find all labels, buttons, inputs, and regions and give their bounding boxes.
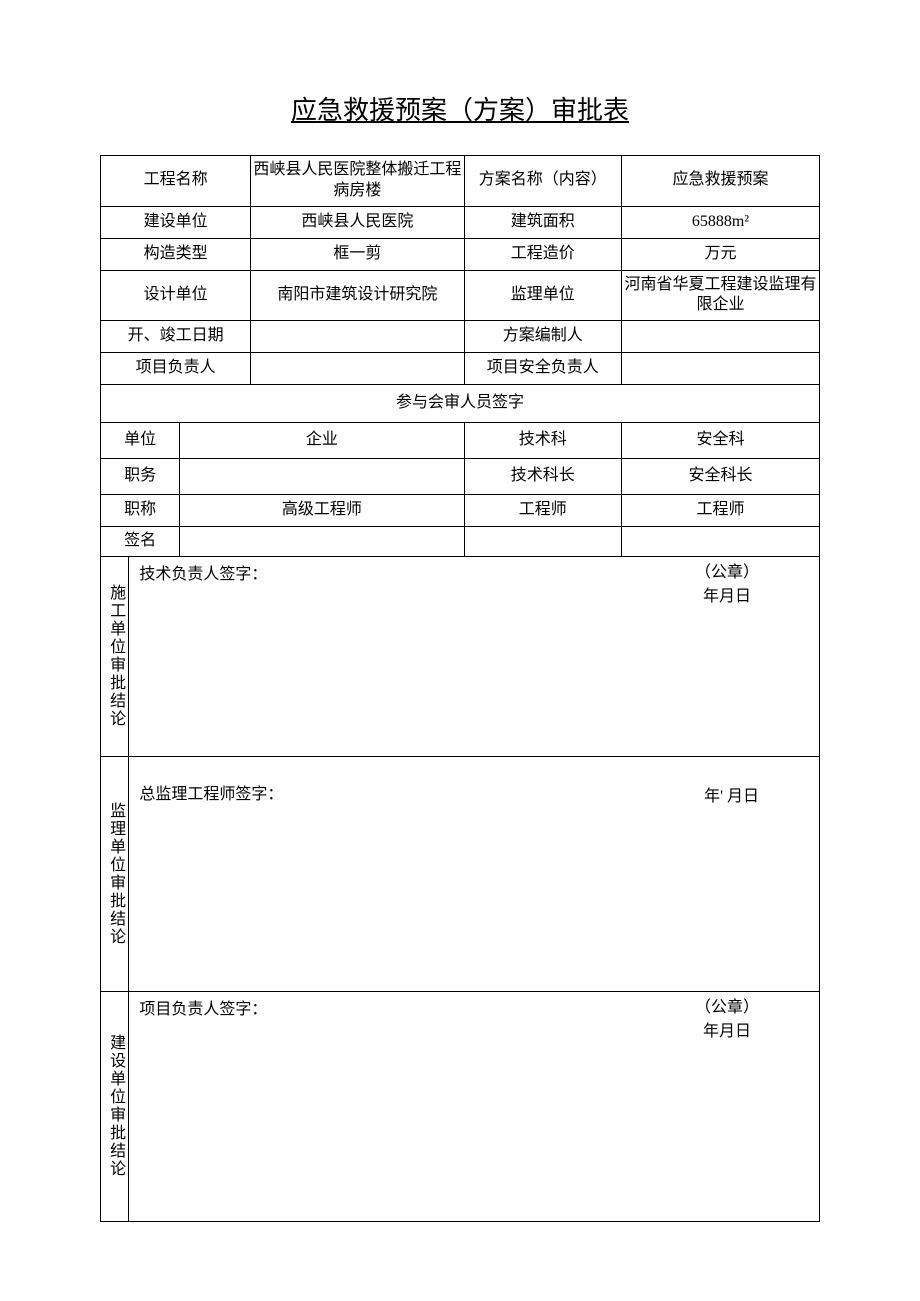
- value-unit-tech: 技术科: [464, 423, 621, 459]
- label-project-name: 工程名称: [101, 156, 251, 207]
- tech-sign-label: 技术负责人签字：: [139, 565, 267, 586]
- date-text: 年月日: [695, 1020, 759, 1044]
- value-plan-name: 应急救援预案: [621, 156, 819, 207]
- value-struct-type: 框一剪: [251, 238, 464, 270]
- stamp-text: （公章）: [695, 561, 759, 585]
- value-safety: [621, 353, 819, 385]
- construction-approval-label: 施工单位审批结论: [101, 556, 129, 756]
- value-position-tech: 技术科长: [464, 459, 621, 495]
- owner-approval-label: 建设单位审批结论: [101, 991, 129, 1221]
- label-unit: 单位: [101, 423, 180, 459]
- label-designer: 设计单位: [101, 270, 251, 321]
- approval-table: 工程名称 西峡县人民医院整体搬迁工程病房楼 方案名称（内容） 应急救援预案 建设…: [100, 155, 820, 1222]
- table-row: 设计单位 南阳市建筑设计研究院 监理单位 河南省华夏工程建设监理有限企业: [101, 270, 820, 321]
- value-title-company: 高级工程师: [180, 495, 464, 527]
- value-unit-company: 企业: [180, 423, 464, 459]
- value-sign-safety: [621, 527, 819, 557]
- table-row: 建设单位 西峡县人民医院 建筑面积 65888m²: [101, 206, 820, 238]
- stamp-block: 年' 月日: [704, 785, 759, 809]
- value-position-company: [180, 459, 464, 495]
- label-safety: 项目安全负责人: [464, 353, 621, 385]
- table-row: 建设单位审批结论 项目负责人签字： （公章） 年月日: [101, 991, 820, 1221]
- table-row: 监理单位审批结论 总监理工程师签字： 年' 月日: [101, 756, 820, 991]
- label-compiler: 方案编制人: [464, 321, 621, 353]
- date-text: 年' 月日: [704, 785, 759, 809]
- page-title: 应急救援预案（方案）审批表: [100, 90, 820, 127]
- table-row: 项目负责人 项目安全负责人: [101, 353, 820, 385]
- value-position-safety: 安全科长: [621, 459, 819, 495]
- table-row: 参与会审人员签字: [101, 385, 820, 423]
- value-supervisor: 河南省华夏工程建设监理有限企业: [621, 270, 819, 321]
- label-supervisor: 监理单位: [464, 270, 621, 321]
- supervision-approval-body: 总监理工程师签字： 年' 月日: [129, 756, 820, 991]
- label-plan-name: 方案名称（内容）: [464, 156, 621, 207]
- value-unit-safety: 安全科: [621, 423, 819, 459]
- value-sign-company: [180, 527, 464, 557]
- table-row: 开、竣工日期 方案编制人: [101, 321, 820, 353]
- value-compiler: [621, 321, 819, 353]
- date-text: 年月日: [695, 585, 759, 609]
- stamp-block: （公章） 年月日: [695, 996, 759, 1044]
- value-area: 65888m²: [621, 206, 819, 238]
- value-designer: 南阳市建筑设计研究院: [251, 270, 464, 321]
- label-position: 职务: [101, 459, 180, 495]
- section-header: 参与会审人员签字: [101, 385, 820, 423]
- table-row: 施工单位审批结论 技术负责人签字： （公章） 年月日: [101, 556, 820, 756]
- owner-approval-body: 项目负责人签字： （公章） 年月日: [129, 991, 820, 1221]
- label-owner: 建设单位: [101, 206, 251, 238]
- value-dates: [251, 321, 464, 353]
- table-row: 职称 高级工程师 工程师 工程师: [101, 495, 820, 527]
- label-area: 建筑面积: [464, 206, 621, 238]
- construction-approval-body: 技术负责人签字： （公章） 年月日: [129, 556, 820, 756]
- value-owner: 西峡县人民医院: [251, 206, 464, 238]
- value-sign-tech: [464, 527, 621, 557]
- value-project-name: 西峡县人民医院整体搬迁工程病房楼: [251, 156, 464, 207]
- stamp-block: （公章） 年月日: [695, 561, 759, 609]
- table-row: 职务 技术科长 安全科长: [101, 459, 820, 495]
- chief-sign-label: 总监理工程师签字：: [139, 785, 283, 806]
- value-title-safety: 工程师: [621, 495, 819, 527]
- label-sign: 签名: [101, 527, 180, 557]
- label-cost: 工程造价: [464, 238, 621, 270]
- label-pm: 项目负责人: [101, 353, 251, 385]
- label-struct-type: 构造类型: [101, 238, 251, 270]
- table-row: 签名: [101, 527, 820, 557]
- supervision-approval-label: 监理单位审批结论: [101, 756, 129, 991]
- table-row: 构造类型 框一剪 工程造价 万元: [101, 238, 820, 270]
- label-dates: 开、竣工日期: [101, 321, 251, 353]
- table-row: 单位 企业 技术科 安全科: [101, 423, 820, 459]
- pm-sign-label: 项目负责人签字：: [139, 1000, 267, 1021]
- table-row: 工程名称 西峡县人民医院整体搬迁工程病房楼 方案名称（内容） 应急救援预案: [101, 156, 820, 207]
- value-title-tech: 工程师: [464, 495, 621, 527]
- value-cost: 万元: [621, 238, 819, 270]
- value-pm: [251, 353, 464, 385]
- label-title: 职称: [101, 495, 180, 527]
- stamp-text: （公章）: [695, 996, 759, 1020]
